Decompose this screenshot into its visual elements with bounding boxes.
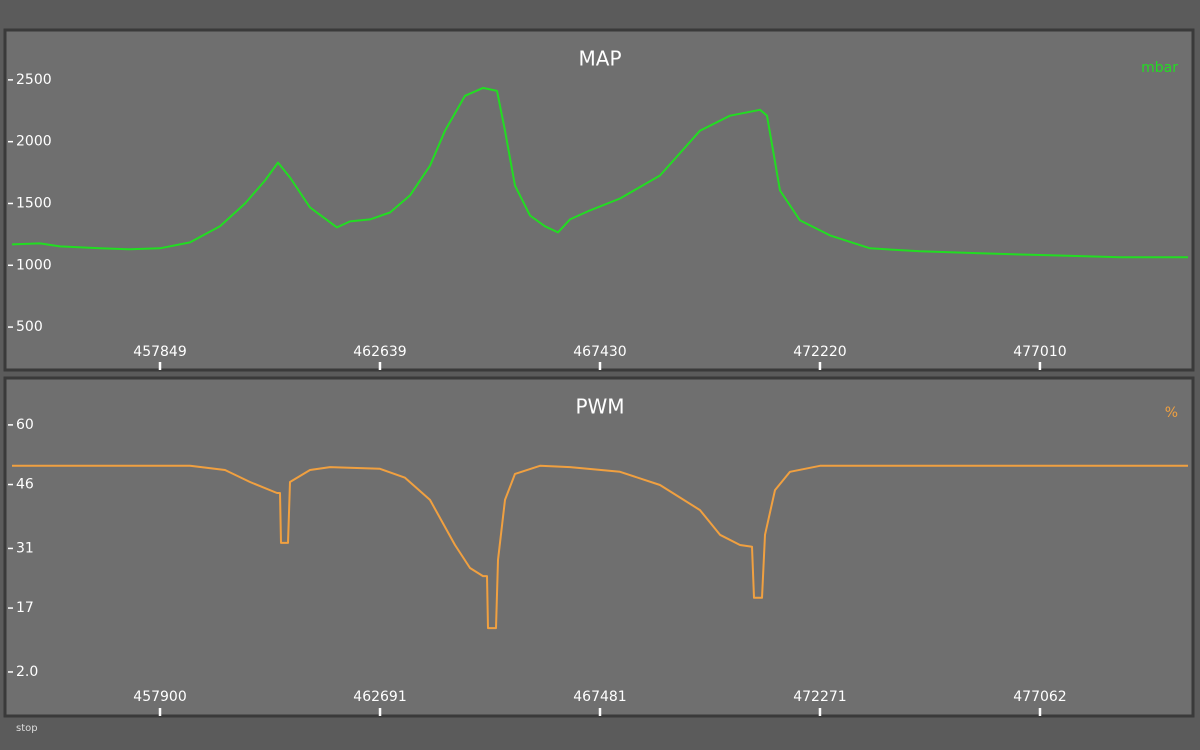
x-tick-label: 472220 <box>793 344 846 360</box>
panel <box>3 28 1195 372</box>
x-tick-label: 467430 <box>573 344 626 360</box>
y-tick-label: 500 <box>16 319 43 335</box>
data-line <box>12 464 1188 630</box>
y-tick-label: 60 <box>16 417 34 433</box>
y-tick-label: 31 <box>16 540 34 556</box>
x-tick-label: 477062 <box>1013 689 1066 705</box>
x-tick-label: 467481 <box>573 689 626 705</box>
y-tick-label: 2500 <box>16 72 52 88</box>
data-line <box>11 86 1188 259</box>
y-tick-label: 17 <box>16 600 34 616</box>
y-tick-label: 1500 <box>16 195 52 211</box>
x-tick-label: 472271 <box>793 689 846 705</box>
x-tick-label: 462639 <box>353 344 406 360</box>
y-tick-label: 1000 <box>16 257 52 273</box>
x-tick-label: 462691 <box>353 689 406 705</box>
unit-label: mbar <box>1141 60 1178 76</box>
x-tick-label: 457900 <box>133 689 186 705</box>
x-tick-label: 477010 <box>1013 344 1066 360</box>
status-label: stop <box>16 723 38 734</box>
y-tick-label: 46 <box>16 477 34 493</box>
chart-title: MAP <box>579 47 622 71</box>
x-tick-label: 457849 <box>133 344 186 360</box>
y-tick-label: 2000 <box>16 134 52 150</box>
y-tick-label: 2.0 <box>16 664 38 680</box>
panel <box>3 376 1195 718</box>
chart-title: PWM <box>575 395 624 419</box>
unit-label: % <box>1165 405 1178 421</box>
